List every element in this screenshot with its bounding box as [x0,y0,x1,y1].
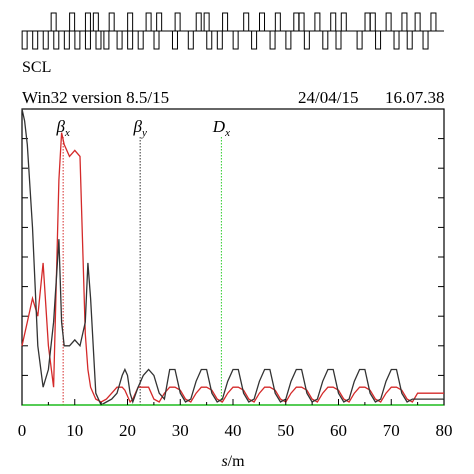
lattice-label: SCL [22,59,51,76]
lattice-quad-upper [298,12,305,32]
lattice-quad-upper [195,12,202,32]
lattice-quad-lower [116,30,123,50]
lattice-quad-upper [314,12,321,32]
legend-marker-lines [62,137,222,405]
lattice-quad-upper [414,12,421,32]
x-tick-label: 30 [172,421,189,440]
lattice-quad-upper [156,12,163,32]
x-axis-label: s/m [221,453,245,470]
lattice-quad-lower [251,30,258,50]
lattice-quad-upper [174,12,181,32]
right-axis-ticks [438,108,444,406]
x-tick-label: 10 [66,421,83,440]
lattice-quad-lower [21,30,28,50]
legend-label-beta-y: βy [132,117,146,139]
lattice-quad-lower [74,30,81,50]
x-tick-label: 0 [18,421,27,440]
program-version: Win32 version 8.5/15 [22,88,169,107]
lattice-quad-upper [145,12,152,32]
lattice-quad-upper [259,12,266,32]
lattice-quad-upper [293,12,300,32]
lattice-quad-lower [103,30,110,50]
lattice-quad-upper [364,12,371,32]
lattice-quad-upper [385,12,392,32]
left-axis-ticks [22,108,28,406]
lattice-quad-lower [63,30,70,50]
x-axis-ticks: 0 10 20 30 40 50 60 70 80 [18,399,453,440]
plot-frame [21,108,445,406]
lattice-quad-upper [108,12,115,32]
x-tick-label: 80 [436,421,453,440]
x-tick-label: 40 [225,421,242,440]
lattice-quad-lower [406,30,413,50]
x-tick-label: 60 [330,421,347,440]
lattice-quad-lower [171,30,178,50]
lattice-quad-lower [393,30,400,50]
lattice-quad-upper [222,12,229,32]
legend-label-dispersion: Dx [212,117,230,139]
lattice-quad-upper [401,12,408,32]
lattice-quad-upper [92,12,99,32]
lattice-quad-lower [187,30,194,50]
run-time: 16.07.38 [385,88,445,107]
lattice-quad-upper [430,12,437,32]
lattice-quad-upper [330,12,337,32]
series-layer [21,108,444,406]
lattice-quad-lower [53,30,60,50]
lattice-quad-lower [127,30,134,50]
lattice-quad-upper [243,12,250,32]
legend-label-beta-x: βx [55,117,69,139]
x-tick-label: 50 [277,421,294,440]
x-tick-label: 70 [383,421,400,440]
lattice-quad-lower [84,30,91,50]
lattice-strip: SCL [21,12,444,76]
legend: βx βy Dx [55,117,230,139]
lattice-quad-lower [356,30,363,50]
lattice-quad-lower [42,30,49,50]
lattice-quad-lower [32,30,39,50]
lattice-quad-upper [274,12,281,32]
lattice-quad-upper [369,12,376,32]
lattice-quad-lower [216,30,223,50]
lattice-quad-upper [127,12,134,32]
lattice-quad-lower [303,30,310,50]
lattice-quad-upper [84,12,91,32]
lattice-quad-lower [137,30,144,50]
x-tick-label: 20 [119,421,136,440]
lattice-quad-lower [269,30,276,50]
lattice-quad-upper [203,12,210,32]
lattice-quad-lower [153,30,160,50]
lattice-quad-lower [422,30,429,50]
lattice-quad-upper [50,12,57,32]
lattice-quad-upper [340,12,347,32]
lattice-quad-lower [375,30,382,50]
lattice-quad-lower [95,30,102,50]
svg-text:s/m: s/m [221,453,245,470]
lattice-quad-lower [285,30,292,50]
lattice-quad-lower [206,30,213,50]
lattice-quad-lower [322,30,329,50]
lattice-quad-lower [335,30,342,50]
lattice-quad-upper [69,12,76,32]
series-line-beta-y [21,108,444,406]
run-date: 24/04/15 [298,88,358,107]
series-line-beta-x [21,132,444,404]
lattice-quad-lower [232,30,239,50]
